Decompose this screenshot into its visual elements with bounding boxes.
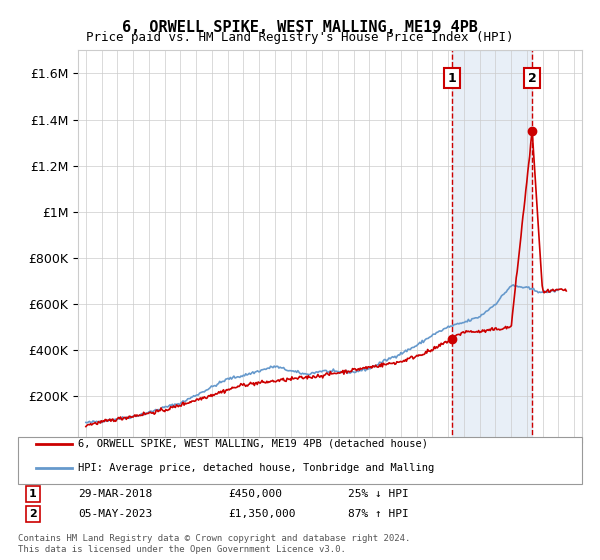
- Text: HPI: Average price, detached house, Tonbridge and Malling: HPI: Average price, detached house, Tonb…: [78, 463, 434, 473]
- Text: 1: 1: [448, 72, 456, 85]
- Text: 29-MAR-2018: 29-MAR-2018: [78, 489, 152, 499]
- Bar: [452, 50, 532, 442]
- Bar: [452, 50, 532, 442]
- Text: 6, ORWELL SPIKE, WEST MALLING, ME19 4PB: 6, ORWELL SPIKE, WEST MALLING, ME19 4PB: [122, 20, 478, 35]
- Text: 6, ORWELL SPIKE, WEST MALLING, ME19 4PB (detached house): 6, ORWELL SPIKE, WEST MALLING, ME19 4PB …: [78, 438, 428, 449]
- Text: Price paid vs. HM Land Registry's House Price Index (HPI): Price paid vs. HM Land Registry's House …: [86, 31, 514, 44]
- Text: £1,350,000: £1,350,000: [228, 509, 296, 519]
- Text: 05-MAY-2023: 05-MAY-2023: [78, 509, 152, 519]
- Text: 25% ↓ HPI: 25% ↓ HPI: [348, 489, 409, 499]
- Text: 2: 2: [528, 72, 536, 85]
- Text: 1: 1: [29, 489, 37, 499]
- Text: 2: 2: [29, 509, 37, 519]
- Text: Contains HM Land Registry data © Crown copyright and database right 2024.: Contains HM Land Registry data © Crown c…: [18, 534, 410, 543]
- Text: This data is licensed under the Open Government Licence v3.0.: This data is licensed under the Open Gov…: [18, 545, 346, 554]
- Text: £450,000: £450,000: [228, 489, 282, 499]
- Text: 87% ↑ HPI: 87% ↑ HPI: [348, 509, 409, 519]
